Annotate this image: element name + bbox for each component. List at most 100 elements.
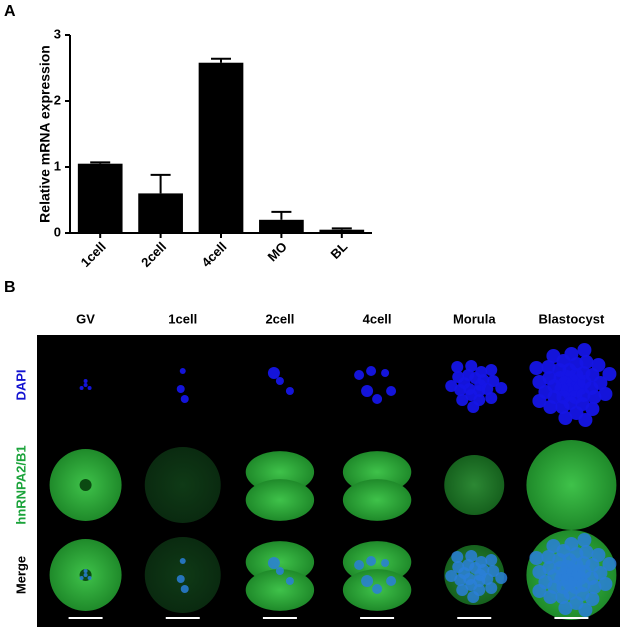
bar: [77, 163, 123, 233]
nucleus: [451, 361, 464, 373]
cell: [526, 440, 617, 530]
nucleus: [578, 603, 593, 617]
column-header: GV: [76, 311, 95, 326]
nucleus: [541, 360, 556, 374]
panel-label: A: [4, 3, 16, 20]
y-tick-label: 0: [54, 224, 61, 239]
nucleus: [354, 560, 365, 570]
nucleus: [475, 366, 488, 378]
nucleus: [354, 370, 365, 380]
nucleus: [465, 550, 478, 562]
x-tick-label: MO: [265, 239, 290, 264]
nucleus: [381, 559, 390, 567]
nucleus: [495, 382, 508, 394]
nucleus: [87, 386, 92, 390]
nucleus: [445, 570, 458, 582]
error-bar: [150, 173, 171, 194]
nucleus: [532, 394, 547, 408]
nucleus: [546, 349, 561, 363]
nucleus: [532, 584, 547, 598]
nucleus: [267, 557, 280, 569]
nucleus: [366, 556, 377, 566]
nucleus: [87, 576, 92, 580]
nucleus: [598, 387, 613, 401]
nucleus: [454, 384, 467, 396]
nucleus: [532, 375, 547, 389]
nucleus: [593, 376, 608, 390]
nucleus: [456, 394, 469, 406]
nucleus: [585, 402, 600, 416]
nucleus: [285, 577, 294, 585]
nucleus: [564, 537, 579, 551]
y-tick-label: 1: [54, 158, 61, 173]
bar: [198, 62, 244, 233]
nucleus: [555, 590, 570, 604]
nucleus: [529, 551, 544, 565]
x-tick-label: 1cell: [78, 239, 109, 270]
cell: [245, 569, 315, 611]
nucleus: [577, 343, 592, 357]
y-tick-label: 3: [54, 26, 61, 41]
nucleus: [275, 377, 284, 385]
error-bar: [271, 210, 292, 220]
bar-chart: 0 1 2 3 1cell 2cell 4cell MO BL: [54, 26, 372, 270]
nucleus: [386, 386, 397, 396]
nucleus: [179, 558, 186, 564]
nucleus: [79, 386, 84, 390]
nucleus: [591, 358, 606, 372]
x-tick-label: BL: [327, 239, 350, 262]
nucleus: [465, 360, 478, 372]
nucleus: [598, 577, 613, 591]
cell: [144, 537, 221, 613]
nucleus: [593, 566, 608, 580]
nucleus: [578, 413, 593, 427]
nucleus: [381, 369, 390, 377]
bar: [319, 229, 365, 233]
column-header: Morula: [453, 311, 496, 326]
nucleus: [179, 368, 186, 374]
nucleus: [456, 584, 469, 596]
nucleus: [275, 567, 284, 575]
nucleus: [467, 401, 480, 413]
panel-label: B: [4, 279, 16, 296]
bar: [138, 193, 183, 233]
bar: [259, 219, 304, 233]
nucleus: [180, 585, 189, 593]
nucleus: [585, 592, 600, 606]
micrograph-panel: [37, 335, 620, 627]
nucleus: [180, 395, 189, 403]
nucleus: [485, 392, 498, 404]
nucleus: [587, 390, 602, 404]
nucleus: [558, 411, 573, 425]
nucleus: [602, 367, 617, 381]
nucleus: [579, 545, 594, 559]
nucleus: [361, 385, 374, 397]
nucleus: [485, 364, 498, 376]
nucleus: [176, 575, 185, 583]
nucleus: [83, 573, 88, 577]
column-header: 1cell: [168, 311, 197, 326]
nucleus: [564, 347, 579, 361]
nucleus: [543, 400, 558, 414]
nucleus: [485, 554, 498, 566]
micrographs: GV 1cell 2cell 4cell Morula Blastocyst DAPI hnR…: [13, 311, 617, 620]
nucleus: [579, 355, 594, 369]
nucleus: [79, 576, 84, 580]
y-tick-label: 2: [54, 92, 61, 107]
nucleus: [555, 400, 570, 414]
nucleus: [445, 380, 458, 392]
row-label: DAPI: [13, 369, 28, 400]
nucleus: [452, 371, 465, 383]
column-header: Blastocyst: [539, 311, 605, 326]
nucleus: [83, 569, 88, 573]
nucleus: [285, 387, 294, 395]
nucleus: [79, 479, 92, 491]
nucleus: [451, 551, 464, 563]
nucleus: [602, 557, 617, 571]
column-header: 2cell: [265, 311, 294, 326]
nucleus: [386, 576, 397, 586]
y-axis-label: Relative mRNA expression: [37, 45, 53, 223]
nucleus: [532, 565, 547, 579]
nucleus: [372, 584, 383, 594]
nucleus: [83, 379, 88, 383]
